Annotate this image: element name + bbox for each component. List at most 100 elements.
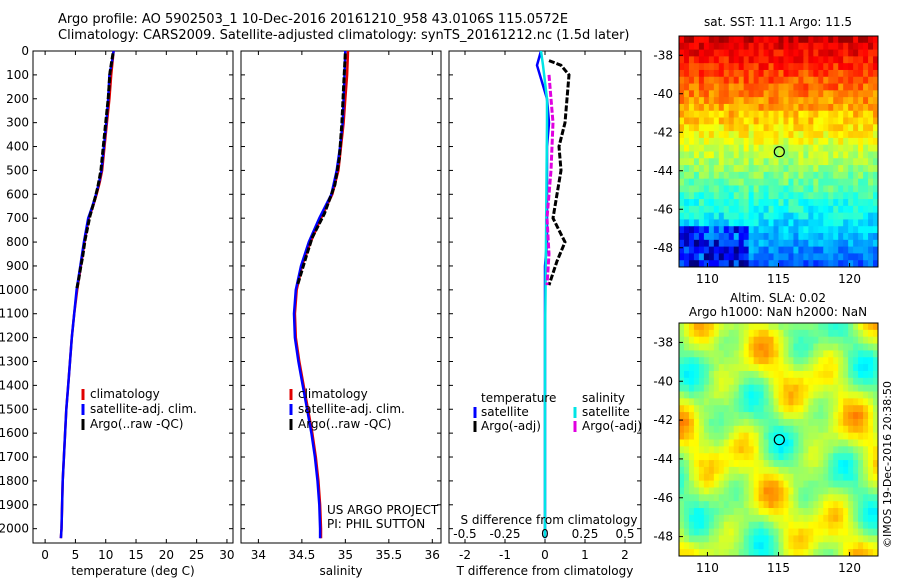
sla_map-argo-marker [773,434,785,446]
difference-xlabel-top: S difference from climatology [461,513,638,527]
salinity-xtick-label: 35 [338,548,353,562]
difference-legend-title-left: temperature [481,391,556,405]
sla_map-panel: 110 115 120 -38 -40 -42 -44 -46 -48 [653,322,879,575]
salinity-xtick-label: 34 [251,548,266,562]
depth-tick-label: 1200 [0,331,29,345]
project-annotation: US ARGO PROJECT [327,503,439,517]
depth-tick-label: 100 [6,68,29,82]
depth-tick-label: 2000 [0,522,29,536]
project-annotation: PI: PHIL SUTTON [327,517,425,531]
depth-tick-label: 1900 [0,498,29,512]
temperature-xtick-label: 30 [219,548,234,562]
temperature-xtick-label: 15 [128,548,143,562]
temperature-xtick-label: 5 [72,548,80,562]
difference-legend-label: satellite [481,405,529,419]
sst_map-xtick-label: 115 [767,272,790,286]
sst_map-heatmap-cells [679,36,878,267]
salinity-legend-label: Argo(..raw -QC) [298,417,391,431]
depth-tick-label: 1300 [0,354,29,368]
salinity-xtick-label: 35.5 [375,548,402,562]
depth-tick-label: 0 [21,44,29,58]
difference-xtick-label: 2 [621,548,629,562]
sst_map-ytick-label: -48 [653,241,673,255]
difference-xtick-top-label: 0 [541,527,549,541]
sst_map-panel: 110 115 120 -38 -40 -42 -44 -46 -48 [653,35,879,286]
sst-map-title: sat. SST: 11.1 Argo: 11.5 [704,15,852,29]
depth-tick-label: 1800 [0,474,29,488]
sla_map-ytick-label: -42 [653,413,673,427]
salinity-xtick-label: 36 [425,548,440,562]
depth-tick-label: 300 [6,116,29,130]
sla-map-title-line1: Altim. SLA: 0.02 [730,291,826,305]
depth-tick-label: 1400 [0,378,29,392]
sla_map-heatmap-cells [679,323,878,556]
difference-xtick-top-label: -0.5 [453,527,476,541]
depth-tick-label: 400 [6,140,29,154]
temperature-xlabel: temperature (deg C) [71,564,194,578]
salinity-legend-label: climatology [298,387,368,401]
sla_map-ytick-label: -40 [653,374,673,388]
sst_map-xtick-label: 110 [696,272,719,286]
sst_map-ytick-label: -40 [653,87,673,101]
salinity-legend-label: satellite-adj. clim. [298,402,405,416]
difference-series-t-argo-adj- [547,59,571,286]
sla_map-xtick-label: 115 [767,561,790,575]
difference-xtick-top-label: -0.25 [489,527,520,541]
difference-xtick-label: 0 [541,548,549,562]
difference-xtick-top-label: 0.5 [615,527,634,541]
sst_map-ytick-label: -38 [653,48,673,62]
figure-title-line2: Climatology: CARS2009. Satellite-adjuste… [58,28,630,43]
sst_map-argo-marker [773,146,785,158]
sla_map-ytick-label: -46 [653,491,673,505]
sst_map-ytick-label: -42 [653,125,673,139]
sla-map-title-line2: Argo h1000: NaN h2000: NaN [689,305,867,319]
temperature-series-argo-raw-qc- [75,53,115,291]
salinity-panel: 34 34.5 35 35.5 36 salinity climatologysatelli… [240,50,442,578]
salinity-series-argo-raw-qc- [296,53,347,286]
depth-tick-label: 500 [6,163,29,177]
temperature-xtick-label: 20 [159,548,174,562]
depth-tick-label: 1000 [0,283,29,297]
depth-tick-label: 200 [6,92,29,106]
difference-series-s-satellite [539,50,549,539]
sst_map-ytick-label: -46 [653,202,673,216]
depth-tick-label: 700 [6,211,29,225]
temperature-legend-label: Argo(..raw -QC) [90,417,183,431]
sla_map-xtick-label: 120 [838,561,861,575]
temperature-legend-label: satellite-adj. clim. [90,402,197,416]
sst_map-ytick-label: -44 [653,164,673,178]
depth-tick-label: 800 [6,235,29,249]
difference-panel: -2 -1 0 1 2 T difference from climatology -0.5… [448,50,642,578]
difference-xtick-label: -2 [459,548,471,562]
temperature-panel: 0 5 10 15 20 25 30 temperature (deg C) 0 100 200 30… [0,44,235,578]
depth-tick-label: 600 [6,187,29,201]
temperature-xtick-label: 25 [189,548,204,562]
difference-legend-label: satellite [582,405,630,419]
difference-xtick-label: 1 [581,548,589,562]
imos-timestamp: ©IMOS 19-Dec-2016 20:38:50 [881,381,894,548]
salinity-xlabel: salinity [319,564,362,578]
sla_map-ytick-label: -44 [653,452,673,466]
difference-legend-label: Argo(-adj) [582,419,642,433]
sla_map-ytick-label: -48 [653,530,673,544]
depth-tick-label: 1100 [0,307,29,321]
sla_map-ytick-label: -38 [653,335,673,349]
temperature-legend-label: climatology [90,387,160,401]
sla_map-xtick-label: 110 [696,561,719,575]
depth-tick-label: 1500 [0,402,29,416]
depth-tick-label: 900 [6,259,29,273]
sst_map-xtick-label: 120 [838,272,861,286]
difference-xtick-top-label: 0.25 [572,527,599,541]
difference-legend-title-right: salinity [582,391,625,405]
difference-xlabel: T difference from climatology [456,564,634,578]
temperature-xtick-label: 0 [41,548,49,562]
figure-title-line1: Argo profile: AO 5902503_1 10-Dec-2016 2… [58,12,569,27]
difference-xtick-label: -1 [499,548,511,562]
salinity-xtick-label: 34.5 [289,548,316,562]
temperature-frame [32,50,234,544]
depth-tick-label: 1600 [0,426,29,440]
depth-tick-label: 1700 [0,450,29,464]
salinity-frame [240,50,442,544]
difference-series-s-argo-adj- [545,74,555,286]
